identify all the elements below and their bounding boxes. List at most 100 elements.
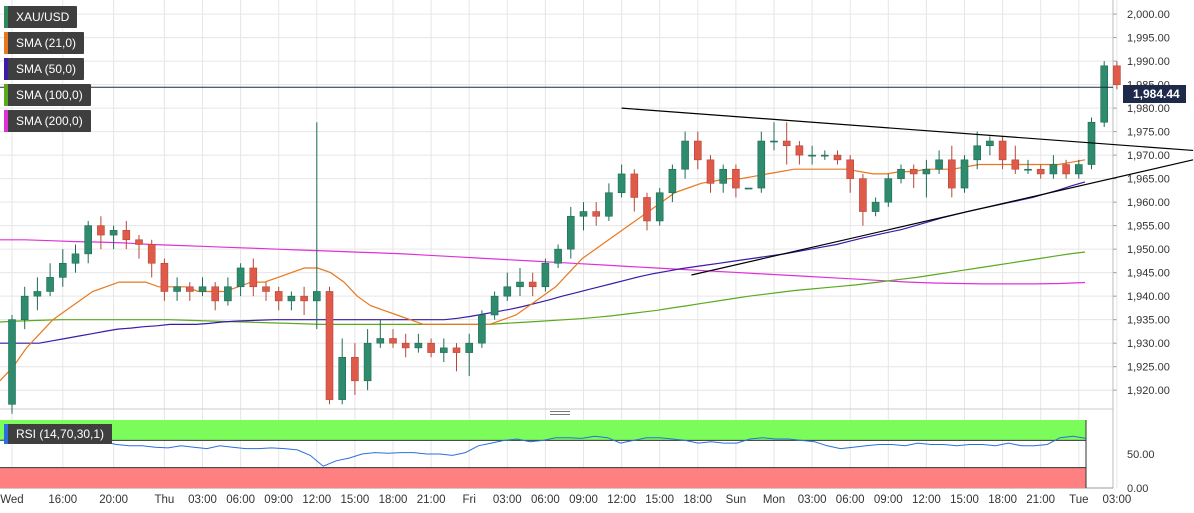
candle-down — [351, 356, 359, 382]
rsi-line — [0, 435, 1087, 467]
candle-up — [617, 173, 626, 194]
candle-up — [668, 168, 677, 194]
x-tick-label: 15:00 — [950, 494, 979, 506]
x-tick-label: 06:00 — [226, 494, 255, 506]
legend-label: SMA (21,0) — [16, 36, 77, 50]
x-tick-label: Mon — [763, 494, 785, 506]
legend-item-xauusd[interactable]: XAU/USD — [4, 6, 78, 28]
candle-up — [1024, 168, 1032, 171]
y-tick-label: 1,975.00 — [1127, 127, 1170, 139]
last-price-tag: 1,984.44 — [1123, 85, 1186, 103]
candle-down — [732, 168, 740, 189]
candle-up — [490, 295, 499, 316]
rsi-tick-label: 50.00 — [1127, 449, 1155, 461]
legend-swatch — [4, 110, 8, 132]
legend-swatch — [4, 84, 8, 106]
rsi-oversold-zone — [0, 467, 1086, 488]
candle-down — [947, 159, 956, 189]
legend-swatch — [4, 6, 8, 28]
candle-up — [287, 295, 296, 302]
candle-up — [681, 140, 689, 170]
y-tick-label: 1,930.00 — [1127, 338, 1170, 350]
legend: XAU/USD SMA (21,0) SMA (50,0) SMA (100,0… — [4, 6, 91, 136]
candle-down — [833, 154, 842, 161]
candle-down — [249, 267, 258, 288]
legend-label: SMA (100,0) — [16, 88, 83, 102]
candle-up — [973, 145, 982, 161]
x-tick-label: 09:00 — [569, 494, 598, 506]
pane-resize-handle[interactable] — [550, 411, 570, 417]
x-tick-label: 03:00 — [1103, 494, 1132, 506]
candle-down — [135, 239, 143, 245]
candle-down — [147, 244, 156, 264]
y-tick-label: 1,990.00 — [1127, 56, 1170, 68]
candle-up — [566, 215, 575, 250]
trendline — [621, 107, 1194, 152]
candle-up — [1049, 164, 1058, 175]
legend-item-sma200[interactable]: SMA (200,0) — [4, 110, 91, 132]
candle-down — [1036, 168, 1045, 175]
candle-up — [1100, 65, 1108, 123]
legend-item-sma50[interactable]: SMA (50,0) — [4, 58, 85, 80]
y-tick-label: 1,940.00 — [1127, 291, 1170, 303]
candle-up — [605, 192, 613, 217]
candle-up — [935, 159, 943, 170]
rsi-tick-label: 0.00 — [1127, 483, 1148, 495]
candle-down — [160, 262, 169, 292]
x-tick-label: 09:00 — [264, 494, 293, 506]
x-tick-label: 03:00 — [493, 494, 522, 506]
candle-up — [338, 356, 347, 400]
candle-up — [173, 286, 181, 292]
candle-down — [630, 173, 639, 198]
y-tick-label: 1,920.00 — [1127, 385, 1170, 397]
candle-up — [579, 211, 588, 217]
candle-down — [401, 342, 410, 349]
y-tick-label: 1,970.00 — [1127, 150, 1170, 162]
y-tick-label: 1,950.00 — [1127, 244, 1170, 256]
x-tick-label: Thu — [154, 494, 174, 506]
candle-down — [325, 291, 334, 400]
candle-up — [986, 140, 994, 147]
x-tick-label: Wed — [0, 494, 23, 506]
x-tick-label: 15:00 — [341, 494, 370, 506]
candle-down — [528, 281, 537, 288]
candle-down — [186, 286, 194, 292]
legend-item-sma100[interactable]: SMA (100,0) — [4, 84, 91, 106]
candle-down — [452, 347, 461, 353]
candle-up — [58, 262, 67, 278]
candle-up — [363, 342, 372, 382]
candle-down — [859, 178, 867, 212]
candle-up — [922, 168, 931, 175]
x-tick-label: Sun — [726, 494, 746, 506]
rsi-label-text: RSI (14,70,30,1) — [16, 427, 105, 441]
legend-label: XAU/USD — [16, 10, 70, 24]
x-tick-label: 21:00 — [1026, 494, 1055, 506]
candle-up — [897, 168, 905, 179]
legend-item-sma21[interactable]: SMA (21,0) — [4, 32, 85, 54]
x-tick-label: 03:00 — [798, 494, 827, 506]
candle-up — [655, 192, 664, 222]
legend-swatch — [4, 424, 8, 444]
candle-down — [846, 159, 855, 179]
rsi-legend[interactable]: RSI (14,70,30,1) — [4, 424, 113, 444]
x-tick-label: 21:00 — [417, 494, 446, 506]
x-tick-label: 16:00 — [48, 494, 77, 506]
candle-up — [224, 286, 232, 302]
sma50-line — [0, 181, 1086, 344]
candle-up — [478, 314, 486, 344]
candle-up — [1075, 164, 1083, 175]
y-tick-label: 1,955.00 — [1127, 221, 1170, 233]
sma100-line — [0, 251, 1086, 325]
x-tick-label: 12:00 — [607, 494, 636, 506]
y-tick-label: 1,925.00 — [1127, 362, 1170, 374]
candle-down — [1062, 164, 1070, 175]
candle-down — [97, 225, 105, 236]
y-tick-label: 1,980.00 — [1127, 103, 1170, 115]
candle-up — [465, 342, 474, 353]
candle-up — [719, 168, 728, 184]
x-tick-label: 20:00 — [99, 494, 128, 506]
price-pane — [0, 0, 1113, 409]
candle-up — [84, 225, 92, 255]
candle-up — [376, 338, 385, 344]
